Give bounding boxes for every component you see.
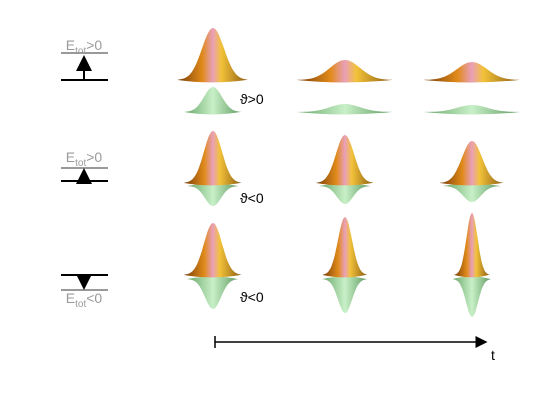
time-axis: t: [214, 336, 495, 363]
wave-packet: [424, 62, 520, 83]
wave-packet: [322, 276, 368, 313]
energy-label: Etot<0: [66, 290, 103, 310]
wave-packet: [184, 131, 242, 186]
wave-packet: [443, 183, 501, 202]
energy-label: Etot>0: [66, 149, 103, 169]
wave-packet: [452, 276, 492, 317]
wave-packet: [297, 60, 393, 83]
wave-packet: [424, 105, 520, 115]
wave-packet: [184, 223, 242, 278]
wave-packet: [187, 276, 239, 309]
energy-diagram: Etot>0: [61, 37, 108, 81]
energy-label: Etot>0: [66, 37, 103, 57]
theta-label: ϑ>0: [240, 91, 264, 107]
theta-label: ϑ<0: [240, 289, 264, 305]
time-label: t: [491, 347, 495, 363]
wave-packets: [177, 28, 520, 317]
energy-diagram: Etot<0: [61, 274, 108, 310]
wave-packet: [319, 183, 371, 204]
wave-packet: [440, 141, 504, 186]
wave-packet: [454, 213, 490, 278]
energy-diagram: Etot>0: [61, 149, 108, 184]
wave-packet: [177, 28, 248, 83]
theta-label: ϑ<0: [240, 190, 264, 206]
wave-packet: [297, 104, 393, 115]
wave-packet: [322, 217, 368, 278]
wave-packet: [187, 183, 239, 206]
wave-packet: [184, 87, 242, 115]
wave-packet: [316, 135, 374, 186]
